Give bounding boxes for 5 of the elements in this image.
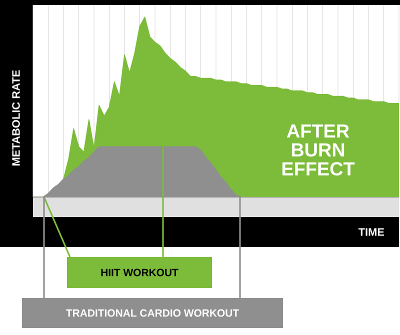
annotation: AFTER BURN EFFECT (282, 124, 355, 176)
x-axis-title: TIME (358, 228, 384, 236)
text: HIIT WORKOUT (101, 268, 178, 276)
y-axis-title: METABOLIC RATE (12, 70, 20, 166)
text: TRADITIONAL CARDIO WORKOUT (66, 309, 239, 317)
